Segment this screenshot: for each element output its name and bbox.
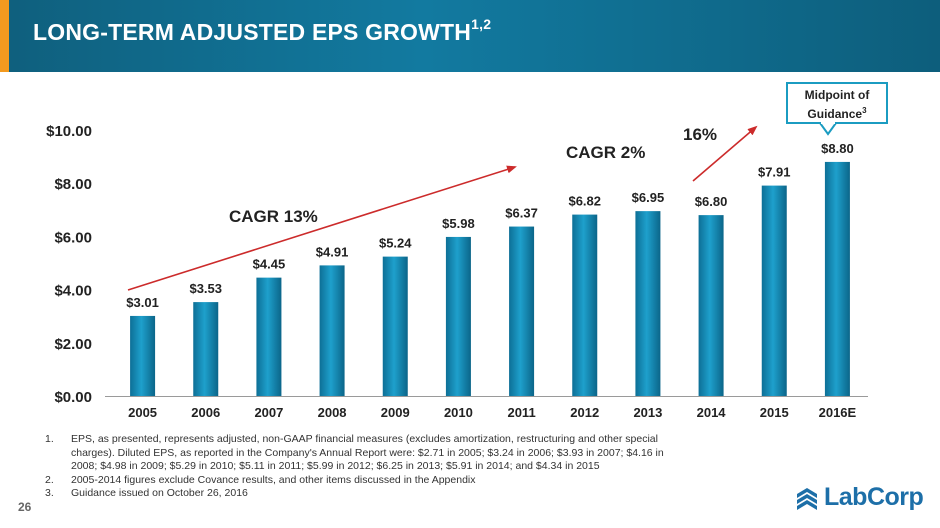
bar-2013: [635, 211, 661, 396]
cagr-mid-label: CAGR 2%: [566, 143, 645, 162]
footnote-text: EPS, as presented, represents adjusted, …: [71, 433, 664, 472]
slide-title: LONG-TERM ADJUSTED EPS GROWTH1,2: [33, 16, 492, 46]
guidance-callout: Midpoint of Guidance3: [786, 82, 888, 124]
data-label-2016e: $8.80: [821, 141, 854, 156]
bar-series: [130, 161, 850, 396]
footnote-1: 1. EPS, as presented, represents adjusted…: [45, 433, 665, 474]
footnote-number: 1.: [45, 433, 54, 445]
bar-2015: [761, 185, 787, 396]
slide-title-superscript: 1,2: [471, 16, 492, 32]
y-tick-label: $8.00: [54, 176, 92, 193]
y-tick-label: $0.00: [54, 389, 92, 406]
x-tick-label-2011: 2011: [507, 405, 535, 420]
footnotes: 1. EPS, as presented, represents adjusted…: [45, 433, 665, 501]
bar-2009: [382, 256, 408, 396]
data-label-2012: $6.82: [568, 194, 601, 209]
bar-2005: [130, 315, 156, 396]
footnote-text: 2005-2014 figures exclude Covance result…: [71, 473, 476, 486]
footnote-3: 3. Guidance issued on October 26, 2016: [45, 487, 665, 501]
cagr-long-arrow: [127, 165, 517, 291]
eps-bar-chart: $0.00 $2.00 $4.00 $6.00 $8.00 $10.00 2005 2006…: [46, 123, 868, 420]
data-label-2010: $5.98: [442, 216, 475, 231]
y-tick-label: $10.00: [46, 123, 92, 140]
slide-header: LONG-TERM ADJUSTED EPS GROWTH1,2: [0, 0, 940, 72]
chart-annotations: CAGR 13% CAGR 2% 16%: [127, 125, 758, 291]
x-tick-label-2010: 2010: [444, 405, 473, 420]
data-label-2007: $4.45: [253, 257, 286, 272]
growth-recent-arrow: [692, 125, 758, 182]
callout-superscript: 3: [862, 106, 867, 115]
labcorp-logo-text: LabCorp: [824, 483, 924, 511]
page-number: 26: [18, 500, 32, 514]
x-tick-label-2016e: 2016E: [819, 405, 857, 420]
data-label-2015: $7.91: [758, 165, 791, 180]
x-tick-label-2014: 2014: [697, 405, 727, 420]
callout-line-2-text: Guidance: [807, 107, 863, 121]
growth-recent-label: 16%: [683, 125, 717, 144]
y-tick-label: $4.00: [54, 283, 92, 300]
data-label-2005: $3.01: [126, 295, 159, 310]
header-accent-bar: [0, 0, 9, 72]
data-labels: $3.01 $3.53 $4.45 $4.91 $5.24 $5.98 $6.37 $6.82…: [126, 141, 853, 310]
bar-2014: [698, 215, 724, 396]
x-tick-label-2006: 2006: [191, 405, 220, 420]
x-tick-label-2009: 2009: [381, 405, 410, 420]
callout-line-2: Guidance3: [788, 103, 886, 122]
y-axis: $0.00 $2.00 $4.00 $6.00 $8.00 $10.00: [46, 123, 92, 406]
footnote-2: 2. 2005-2014 figures exclude Covance resu…: [45, 474, 665, 488]
y-tick-label: $2.00: [54, 336, 92, 353]
bar-2010: [445, 236, 471, 396]
slide-title-text: LONG-TERM ADJUSTED EPS GROWTH: [33, 19, 472, 45]
x-tick-label-2005: 2005: [128, 405, 157, 420]
x-tick-label-2007: 2007: [254, 405, 283, 420]
x-axis: 2005 2006 2007 2008 2009 2010 2011 2012 2013 2014…: [105, 396, 868, 420]
footnote-number: 3.: [45, 487, 54, 499]
labcorp-logo-mark-icon: [797, 487, 817, 510]
x-tick-label-2008: 2008: [318, 405, 347, 420]
data-label-2008: $4.91: [316, 244, 349, 259]
bar-2006: [193, 302, 219, 396]
bar-2007: [256, 277, 282, 396]
data-label-2014: $6.80: [695, 194, 728, 209]
data-label-2011: $6.37: [505, 206, 538, 221]
bar-2012: [572, 214, 598, 396]
data-label-2009: $5.24: [379, 236, 412, 251]
data-label-2006: $3.53: [189, 281, 222, 296]
x-tick-label-2013: 2013: [633, 405, 662, 420]
labcorp-logo: LabCorp: [793, 483, 924, 512]
bar-2016e: [824, 161, 850, 396]
bar-2011: [509, 226, 535, 396]
y-tick-label: $6.00: [54, 229, 92, 246]
footnote-number: 2.: [45, 473, 54, 486]
cagr-long-label: CAGR 13%: [229, 207, 318, 226]
x-tick-label-2015: 2015: [760, 405, 789, 420]
footnote-text: Guidance issued on October 26, 2016: [71, 487, 248, 499]
data-label-2013: $6.95: [632, 190, 665, 205]
callout-line-1: Midpoint of: [804, 88, 870, 102]
x-tick-label-2012: 2012: [570, 405, 599, 420]
bar-2008: [319, 265, 345, 396]
